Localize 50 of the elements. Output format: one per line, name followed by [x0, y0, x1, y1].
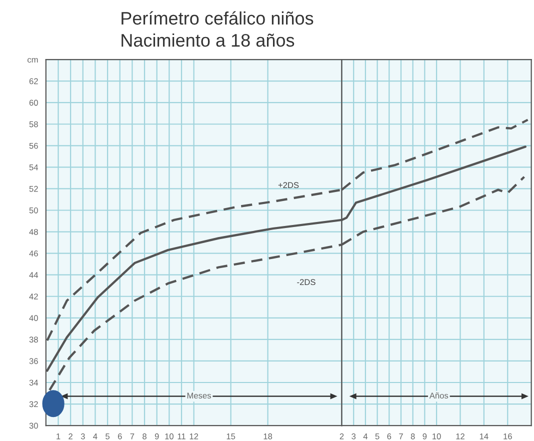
y-tick-label: 56	[29, 142, 38, 149]
x-tick-label: 12	[190, 433, 198, 440]
x-tick-label: 5	[106, 434, 110, 440]
x-tick-label: 6	[387, 433, 392, 440]
x-tick-label: 8	[410, 433, 415, 440]
x-tick-label: 1	[56, 434, 60, 440]
chart-subtitle: Nacimiento a 18 años	[122, 33, 294, 47]
y-tick-label: 60	[29, 100, 38, 106]
x-tick-label: 5	[375, 434, 380, 440]
x-tick-label: 2	[340, 433, 344, 440]
y-tick-label: 54	[29, 164, 38, 170]
y-tick-label: 48	[29, 228, 38, 235]
x-tick-label: 2	[68, 433, 72, 440]
x-tick-label: 3	[352, 433, 356, 440]
x-tick-label: 15	[226, 434, 236, 440]
x-tick-label: 4	[93, 434, 98, 440]
x-tick-label: 4	[363, 434, 368, 440]
y-tick-label: 46	[29, 250, 38, 256]
annotation: -2DS	[297, 279, 316, 286]
y-tick-label: 36	[29, 358, 38, 364]
y-tick-label: 42	[29, 294, 38, 300]
x-tick-label: 6	[118, 433, 122, 440]
x-tick-label: 10	[165, 433, 174, 440]
x-tick-label: 8	[142, 433, 146, 440]
x-tick-label: 7	[399, 434, 403, 440]
x-tick-label: 3	[80, 433, 85, 440]
y-tick-label: 30	[29, 422, 38, 429]
x-tick-label: 11	[178, 434, 186, 440]
y-tick-label: 62	[29, 78, 38, 84]
y-tick-label: 58	[29, 121, 38, 128]
x-tick-label: 16	[504, 433, 512, 440]
annotation: +2DS	[278, 182, 299, 188]
chart-title: Perímetro cefálico niños	[122, 11, 314, 25]
y-tick-label: cm	[28, 58, 38, 63]
x-tick-label: 9	[154, 433, 159, 440]
x-tick-label: 7	[130, 434, 134, 440]
y-tick-label: 50	[29, 207, 38, 214]
annotation: Meses	[187, 392, 211, 399]
y-tick-label: 32	[29, 401, 38, 408]
y-tick-label: 34	[29, 380, 38, 386]
x-tick-label: 12	[456, 433, 464, 440]
y-tick-label: 40	[29, 315, 38, 322]
annotation: Años	[429, 392, 448, 399]
y-tick-label: 44	[29, 272, 38, 278]
x-tick-label: 18	[264, 433, 272, 440]
y-tick-label: 38	[29, 336, 38, 343]
x-tick-label: 14	[480, 434, 488, 440]
x-tick-label: 10	[432, 433, 441, 440]
x-tick-label: 9	[422, 433, 427, 440]
y-tick-label: 52	[29, 186, 38, 192]
